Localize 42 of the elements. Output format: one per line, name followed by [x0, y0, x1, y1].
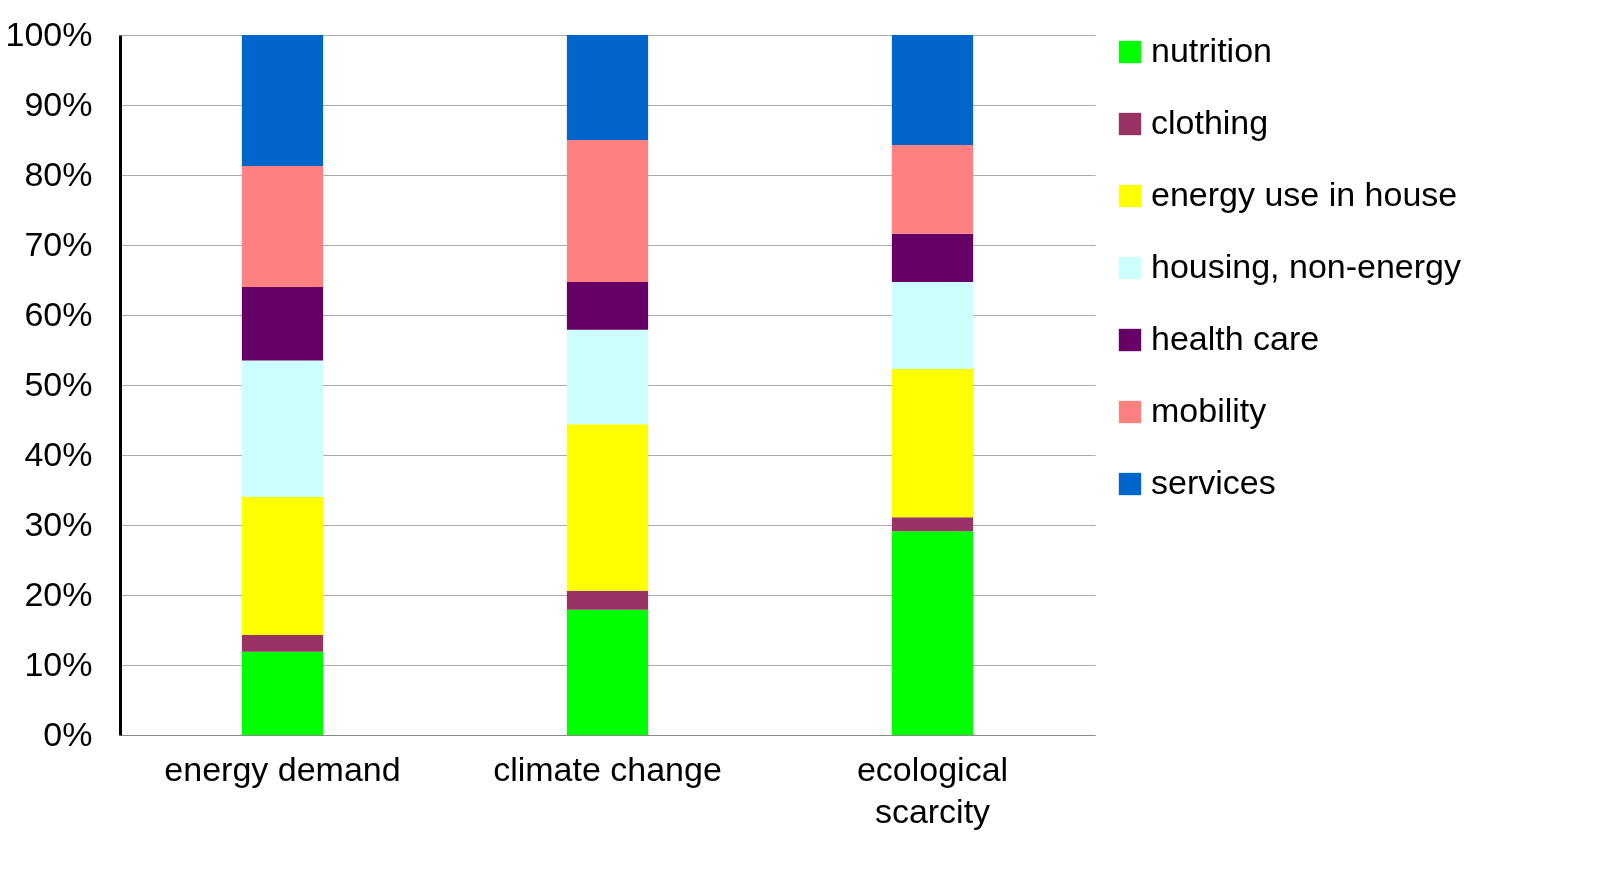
bar — [566, 424, 649, 591]
bar — [891, 35, 974, 145]
y-tick-label: 60% — [24, 294, 93, 333]
bar — [241, 165, 324, 287]
y-tick-label: 30% — [24, 504, 93, 543]
bar — [566, 35, 649, 140]
bar — [241, 634, 324, 652]
y-tick-label: 0% — [43, 714, 93, 753]
bar — [241, 360, 324, 497]
legend-label: health care — [1151, 319, 1320, 357]
bar — [566, 609, 649, 735]
y-tick-label: 40% — [24, 434, 93, 473]
y-tick-label: 70% — [24, 224, 93, 263]
bar — [891, 368, 974, 518]
x-tick-label: climate change — [493, 749, 722, 788]
bar — [241, 651, 324, 735]
bar — [241, 35, 324, 166]
legend-label: services — [1151, 463, 1276, 501]
bar — [891, 531, 974, 735]
bar — [891, 144, 974, 234]
y-tick-label: 90% — [24, 84, 93, 123]
bar — [566, 329, 649, 425]
bar — [891, 517, 974, 532]
y-tick-label: 100% — [5, 14, 93, 53]
legend-label: energy use in house — [1151, 175, 1458, 213]
legend-label: housing, non-energy — [1151, 247, 1462, 285]
bar — [891, 282, 974, 369]
bar — [891, 233, 974, 283]
legend-label: nutrition — [1151, 31, 1272, 69]
y-tick-label: 10% — [24, 644, 93, 683]
bar — [566, 140, 649, 283]
x-tick-label: ecological scarcity — [856, 749, 1009, 830]
y-tick-label: 20% — [24, 574, 93, 613]
bar — [566, 590, 649, 610]
bar — [241, 497, 324, 635]
bar — [241, 287, 324, 361]
x-tick-label: energy demand — [164, 749, 401, 788]
y-tick-label: 50% — [24, 364, 93, 403]
bar — [566, 282, 649, 330]
y-tick-label: 80% — [24, 154, 93, 193]
legend-label: clothing — [1151, 103, 1269, 141]
legend-label: mobility — [1151, 391, 1267, 429]
